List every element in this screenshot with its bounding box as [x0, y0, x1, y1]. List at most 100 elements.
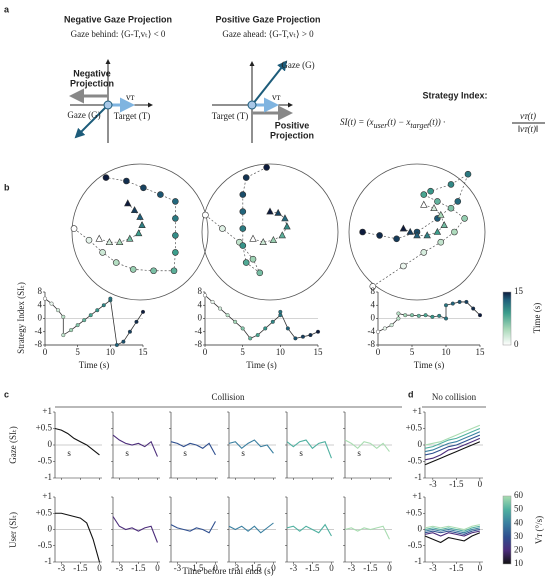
formula-part: SI(t) = (x — [340, 117, 374, 127]
user-dot — [454, 198, 462, 205]
si-dot — [225, 313, 230, 318]
x-tick-label: -3 — [232, 563, 240, 573]
si-dot — [127, 329, 132, 334]
x-tick-label: -3 — [116, 563, 124, 573]
label: vᴛ — [126, 92, 135, 102]
si-dot — [396, 316, 401, 321]
si-dot — [263, 326, 268, 331]
annotation: s — [125, 448, 129, 458]
si-dot — [416, 313, 421, 318]
x-tick-label: -1.5 — [449, 563, 464, 573]
arena — [201, 163, 339, 301]
si-dot — [389, 323, 394, 328]
label: vᴛ — [272, 92, 281, 102]
target-marker — [283, 222, 291, 230]
target-marker — [124, 199, 132, 207]
y-tick-label: 8 — [371, 286, 376, 296]
label: Target (T) — [212, 111, 248, 121]
user-dot — [420, 191, 428, 198]
target-marker — [274, 208, 282, 216]
user-dot — [129, 266, 137, 273]
y-tick-label: -0.5 — [408, 540, 423, 550]
user-dot — [461, 215, 468, 222]
x-tick-label: 0 — [478, 563, 483, 573]
x-axis-label: Time before trial ends (s) — [182, 566, 273, 576]
y-tick-label: 8 — [38, 286, 43, 296]
x-tick-label: -3 — [174, 563, 182, 573]
user-dot — [123, 177, 130, 185]
si-dot — [396, 311, 401, 316]
si-dot — [308, 333, 313, 338]
label: Positive — [275, 120, 310, 130]
si-dot — [450, 301, 455, 306]
si-line — [377, 301, 481, 333]
target-marker — [423, 231, 431, 239]
x-tick-label: 15 — [139, 347, 149, 357]
si-dot — [218, 306, 223, 311]
target-marker — [134, 229, 143, 237]
x-tick-label: 5 — [410, 347, 415, 357]
si-dot — [248, 336, 253, 341]
x-tick-label: 15 — [314, 347, 324, 357]
user-dot — [369, 283, 377, 290]
si-dot — [285, 326, 290, 331]
y-tick-label: -1 — [415, 556, 423, 566]
x-tick-label: 5 — [240, 347, 245, 357]
si-dot — [114, 343, 119, 348]
gaze-line — [54, 427, 100, 456]
row-label: User (SIₜ) — [8, 512, 18, 548]
si-dot — [270, 319, 275, 324]
user-dot — [172, 232, 179, 239]
x-tick-label: 0 — [213, 563, 218, 573]
si-dot — [444, 303, 449, 308]
si-dot — [471, 306, 476, 311]
colorbar-tick: 15 — [514, 286, 524, 296]
gaze-line — [424, 431, 481, 453]
y-tick-label: -4 — [35, 326, 43, 336]
user-dot — [400, 262, 407, 270]
target-marker — [259, 238, 267, 245]
target-marker — [281, 214, 289, 222]
annotation: s — [67, 448, 71, 458]
si-dot — [478, 313, 483, 318]
label: Gaze (G) — [67, 110, 100, 120]
title: Positive Gaze Projection — [215, 14, 320, 24]
user-path — [362, 173, 469, 287]
si-dot — [61, 314, 66, 319]
x-tick-label: 0 — [155, 563, 160, 573]
si-dot — [56, 308, 61, 313]
target-marker — [126, 234, 134, 242]
user-dot — [85, 236, 93, 244]
label: Projection — [270, 130, 314, 140]
y-tick-label: +1 — [42, 491, 52, 501]
x-tick-label: -1.5 — [363, 563, 378, 573]
panel-label: c — [4, 389, 9, 399]
si-dot — [61, 333, 66, 338]
x-tick-label: -3 — [58, 563, 66, 573]
target-marker — [136, 212, 144, 220]
y-tick-label: -0.5 — [38, 540, 53, 550]
si-dot — [464, 299, 469, 304]
user-line — [170, 521, 216, 534]
y-tick-label: 0 — [48, 439, 53, 449]
gaze-line — [228, 439, 274, 454]
target-marker — [278, 231, 286, 239]
colorbar-tick: 30 — [514, 531, 524, 541]
si-dot — [316, 329, 321, 334]
formula-part: (t)) · — [429, 117, 445, 127]
user-line — [228, 522, 274, 534]
user-dot — [239, 225, 247, 232]
si-dot — [75, 323, 80, 328]
user-dot — [150, 267, 157, 275]
gaze-line — [424, 441, 481, 466]
user-line — [286, 523, 332, 537]
arena — [71, 163, 209, 301]
y-tick-label: +1 — [42, 406, 52, 416]
si-dot — [403, 313, 408, 318]
colorbar-tick: 10 — [514, 558, 524, 568]
x-tick-label: 0 — [387, 563, 392, 573]
x-tick-label: -1.5 — [449, 479, 464, 489]
si-dot — [278, 313, 283, 318]
target-marker — [433, 227, 442, 235]
user-line — [424, 532, 481, 544]
